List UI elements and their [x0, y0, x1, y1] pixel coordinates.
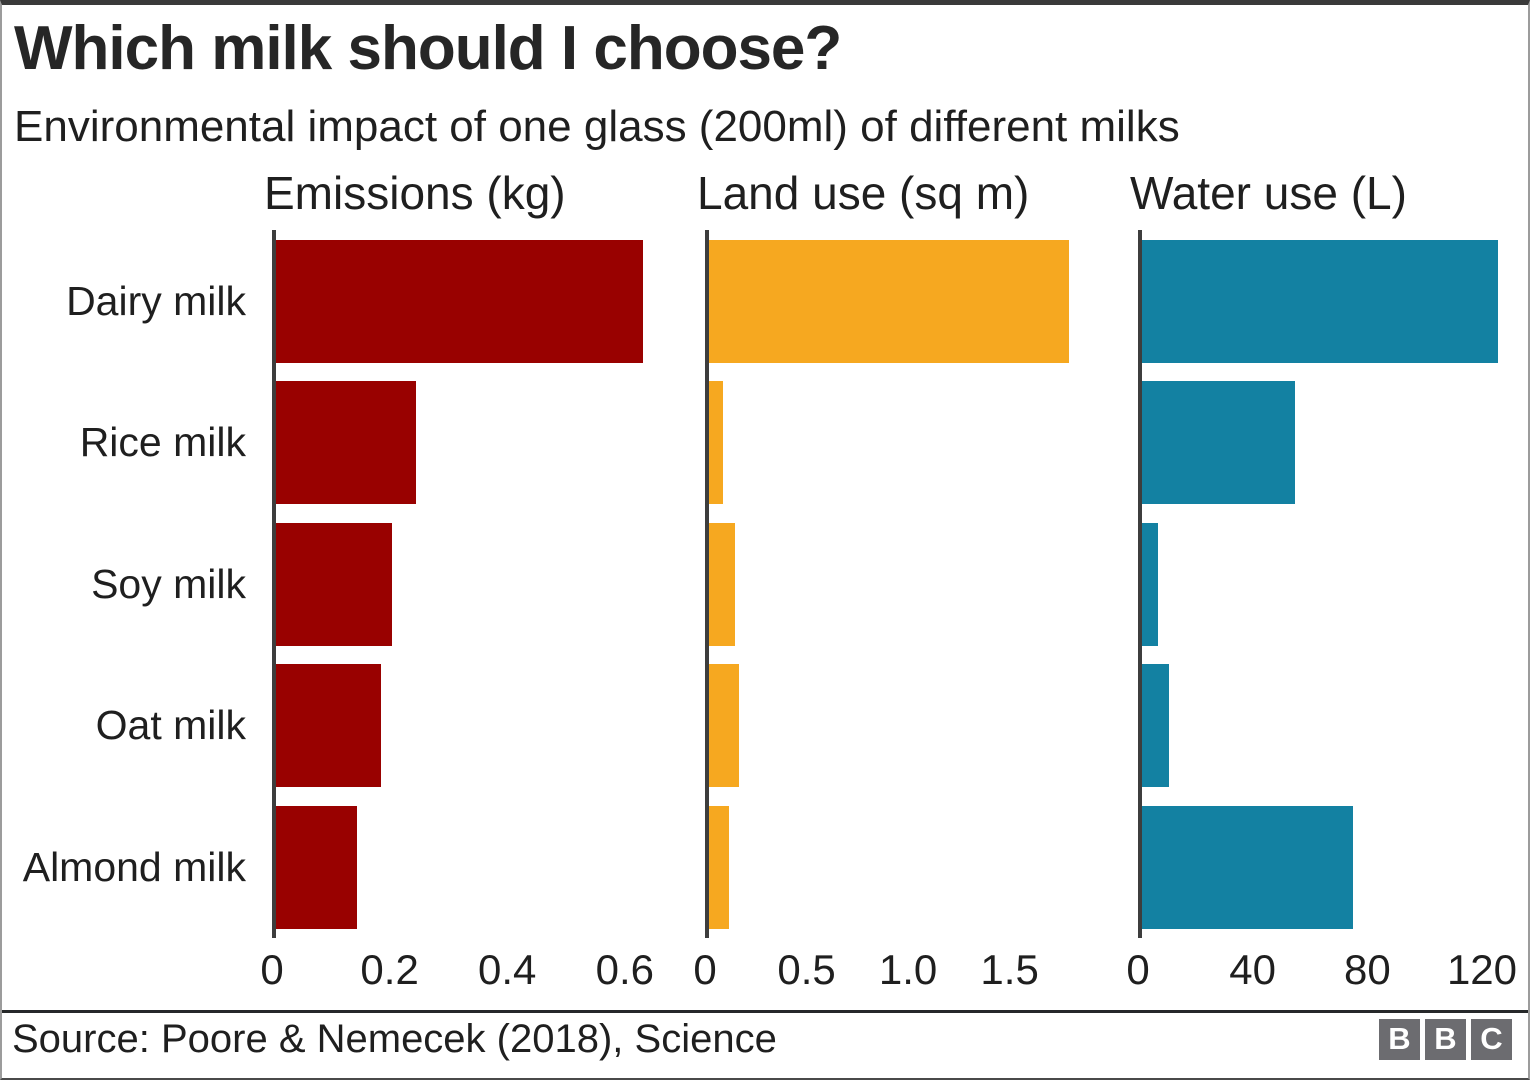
panel-plot-land-use-sq-m [705, 230, 1099, 939]
footer: Source: Poore & Nemecek (2018), Science … [2, 1010, 1528, 1065]
panel-title-water-use-l: Water use (L) [1130, 167, 1407, 220]
category-label-oat-milk: Oat milk [95, 702, 246, 749]
panel-land-use-sq-m: 0 0.5 1.0 1.5 [693, 230, 1138, 1006]
panel-title-land-use-sq-m: Land use (sq m) [697, 167, 1030, 220]
tick-label: 40 [1229, 946, 1277, 994]
band-rice-milk [1142, 372, 1527, 514]
bar-soy-milk-emissions-kg [276, 522, 393, 646]
band-oat-milk [1142, 655, 1527, 797]
x-axis-ticks-emissions-kg: 0 0.2 0.4 0.6 [260, 946, 666, 1006]
x-axis-ticks-water-use-l: 0 40 80 120 [1126, 946, 1527, 1006]
bar-rice-milk-water-use-l [1142, 381, 1296, 505]
band-rice-milk [709, 372, 1099, 514]
bar-soy-milk-water-use-l [1142, 522, 1158, 646]
band-rice-milk [276, 372, 666, 514]
band-almond-milk [709, 797, 1099, 939]
tick-label: 1.5 [980, 946, 1039, 994]
bar-almond-milk-land-use-sq-m [709, 805, 730, 930]
bar-oat-milk-land-use-sq-m [709, 664, 740, 788]
tick-label: 0 [260, 946, 284, 994]
panel-water-use-l: 0 40 80 120 [1126, 230, 1527, 1006]
category-label-dairy-milk: Dairy milk [66, 277, 246, 324]
bar-almond-milk-water-use-l [1142, 805, 1353, 930]
tick-label: 0.6 [595, 946, 655, 994]
bbc-logo-letter: B [1425, 1018, 1466, 1060]
band-oat-milk [276, 655, 666, 797]
tick-label: 1.0 [878, 946, 938, 994]
category-label-soy-milk: Soy milk [91, 560, 246, 607]
bar-oat-milk-emissions-kg [276, 664, 381, 788]
bar-rice-milk-emissions-kg [276, 381, 416, 505]
tick-label: 0.5 [777, 946, 836, 994]
page-title: Which milk should I choose? [14, 14, 842, 83]
band-almond-milk [1142, 797, 1527, 939]
bar-dairy-milk-land-use-sq-m [709, 239, 1069, 363]
bbc-logo-letter: C [1471, 1018, 1512, 1060]
band-almond-milk [276, 797, 666, 939]
band-soy-milk [709, 513, 1099, 655]
chart-panels: 0 0.2 0.4 0.6 0 0.5 1.0 1.5 0 40 80 120 [260, 230, 1527, 1006]
tick-label: 0.4 [478, 946, 537, 994]
tick-label: 0 [693, 946, 717, 994]
tick-label: 80 [1343, 946, 1391, 994]
bar-oat-milk-water-use-l [1142, 664, 1170, 788]
panel-plot-emissions-kg [272, 230, 666, 939]
band-dairy-milk [709, 230, 1099, 372]
band-oat-milk [709, 655, 1099, 797]
tick-label: 120 [1446, 946, 1518, 994]
band-dairy-milk [276, 230, 666, 372]
bar-almond-milk-emissions-kg [276, 805, 358, 930]
x-axis-ticks-land-use-sq-m: 0 0.5 1.0 1.5 [693, 946, 1099, 1006]
source-text: Source: Poore & Nemecek (2018), Science [12, 1016, 777, 1061]
band-soy-milk [1142, 513, 1527, 655]
category-labels-column: Dairy milk Rice milk Soy milk Oat milk Almon… [2, 230, 272, 938]
panel-emissions-kg: 0 0.2 0.4 0.6 [260, 230, 705, 1006]
band-soy-milk [276, 513, 666, 655]
bbc-logo-letter: B [1379, 1018, 1420, 1060]
panel-title-emissions-kg: Emissions (kg) [264, 167, 566, 220]
band-dairy-milk [1142, 230, 1527, 372]
category-label-rice-milk: Rice milk [79, 419, 246, 466]
bar-soy-milk-land-use-sq-m [709, 522, 736, 646]
bar-chart: Dairy milk Rice milk Soy milk Oat milk Almon… [2, 230, 1528, 1006]
panel-plot-water-use-l [1138, 230, 1527, 939]
panel-headers-row: Emissions (kg) Land use (sq m) Water use (… [2, 166, 1528, 220]
bar-dairy-milk-water-use-l [1142, 239, 1499, 363]
tick-label: 0.2 [360, 946, 419, 994]
category-label-almond-milk: Almond milk [22, 843, 246, 890]
bar-rice-milk-land-use-sq-m [709, 381, 724, 505]
bar-dairy-milk-emissions-kg [276, 239, 643, 363]
tick-label: 0 [1126, 946, 1150, 994]
chart-subtitle: Environmental impact of one glass (200ml… [14, 102, 1180, 152]
